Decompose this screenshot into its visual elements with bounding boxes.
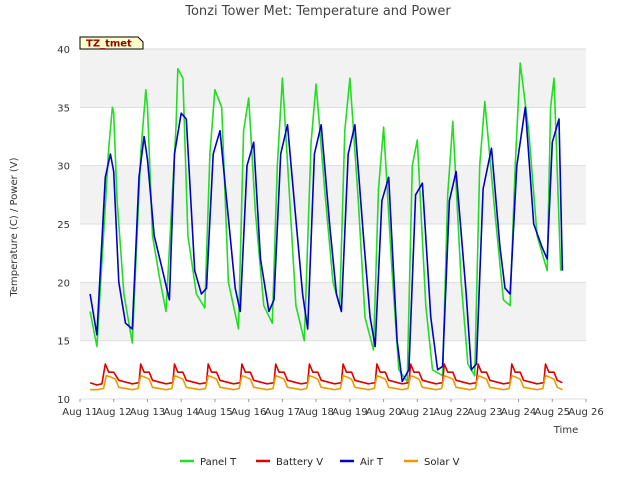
legend-label-battery-v: Battery V xyxy=(276,457,323,468)
plot-background xyxy=(80,49,586,399)
plot-band xyxy=(80,49,586,108)
badge-label: TZ_tmet xyxy=(86,39,132,50)
legend: Panel T Battery V Air T Solar V xyxy=(180,457,460,468)
legend-label-solar-v: Solar V xyxy=(424,457,460,468)
x-tick-label: Aug 22 xyxy=(433,407,468,418)
grid-lines xyxy=(80,48,586,400)
x-tick-label: Aug 20 xyxy=(366,407,401,418)
x-tick-label: Aug 24 xyxy=(501,407,536,418)
x-tick-label: Aug 23 xyxy=(467,407,502,418)
plot-band xyxy=(80,340,586,399)
y-tick-label: 25 xyxy=(57,220,70,231)
chart-title: Tonzi Tower Met: Temperature and Power xyxy=(184,4,451,19)
plot-band xyxy=(80,165,586,224)
x-tick-label: Aug 17 xyxy=(265,407,300,418)
y-tick-label: 40 xyxy=(57,45,70,56)
x-tick-label: Aug 16 xyxy=(231,407,266,418)
x-tick-label: Aug 14 xyxy=(163,407,198,418)
x-tick-label: Aug 12 xyxy=(96,407,131,418)
station-badge: TZ_tmet xyxy=(79,36,144,50)
x-tick-label: Aug 26 xyxy=(568,407,603,418)
x-tick-label: Aug 15 xyxy=(197,407,232,418)
plot-band xyxy=(80,107,586,166)
x-tick-label: Aug 19 xyxy=(332,407,367,418)
x-tick-label: Aug 18 xyxy=(298,407,333,418)
y-axis-label: Temperature (C) / Power (V) xyxy=(9,157,20,297)
y-tick-label: 15 xyxy=(57,337,70,348)
y-axis-ticks: 10 15 20 25 30 35 40 xyxy=(57,45,70,406)
y-tick-label: 35 xyxy=(57,103,70,114)
x-axis-label: Time xyxy=(553,425,578,436)
y-tick-label: 30 xyxy=(57,162,70,173)
y-tick-label: 20 xyxy=(57,278,70,289)
plot-band xyxy=(80,282,586,341)
legend-label-air-t: Air T xyxy=(360,457,384,468)
series-line-air-t xyxy=(89,106,564,383)
series-line-panel-t xyxy=(89,62,562,383)
series-lines xyxy=(89,62,564,391)
y-tick-label: 10 xyxy=(57,395,70,406)
x-tick-label: Aug 11 xyxy=(62,407,97,418)
x-tick-label: Aug 13 xyxy=(130,407,165,418)
series-line-solar-v xyxy=(90,374,563,391)
x-tick-label: Aug 25 xyxy=(535,407,570,418)
badge-box xyxy=(79,36,144,50)
legend-label-panel-t: Panel T xyxy=(200,457,237,468)
x-tick-label: Aug 21 xyxy=(400,407,435,418)
